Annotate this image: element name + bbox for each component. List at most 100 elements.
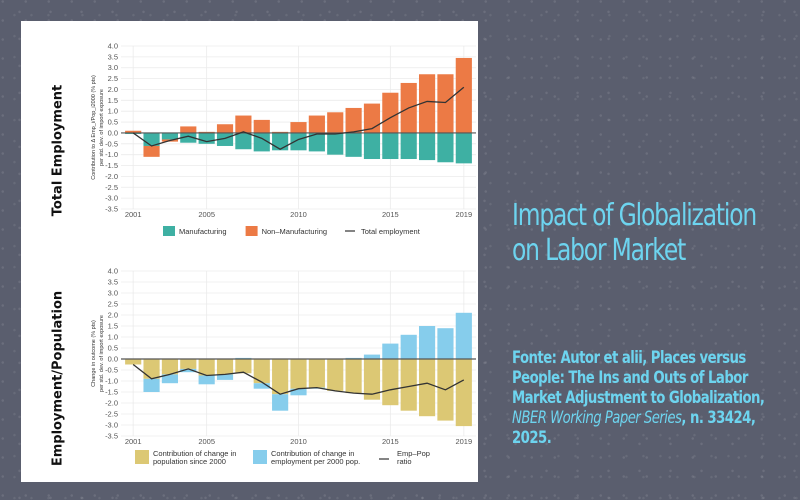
bar-contribution-of-change-in-employment-per-2000-pop- [272, 394, 289, 411]
source-suffix: , n. 33424, 2025. [512, 408, 756, 448]
bar-contribution-of-change-in-population-since-2000 [308, 359, 325, 388]
bar-contribution-of-change-in-employment-per-2000-pop- [216, 374, 234, 380]
chart-1: -3.5 -3.0 -2.5 -2.0 -1.5 -1.0 -0.5 0.0 0.5 1.0 1.5… [91, 267, 476, 466]
bar-manufacturing [418, 132, 436, 161]
bar-non-manufacturing [455, 57, 472, 133]
bar-non-manufacturing [253, 119, 270, 133]
y-axis-label: Contribution to Δ Emp_i/Pop_i2000 (% pts… [91, 75, 97, 180]
bar-contribution-of-change-in-employment-per-2000-pop- [290, 388, 307, 396]
legend-swatch [163, 226, 175, 236]
bar-non-manufacturing [308, 115, 325, 133]
y-tick-label: 3.0 [108, 63, 118, 72]
bar-contribution-of-change-in-population-since-2000 [180, 359, 197, 369]
bar-contribution-of-change-in-population-since-2000 [327, 359, 344, 391]
legend-swatch [253, 450, 267, 464]
x-tick-label: 2015 [382, 210, 399, 219]
bar-contribution-of-change-in-employment-per-2000-pop- [382, 343, 399, 359]
y-tick-label: -3.5 [105, 432, 118, 441]
bar-manufacturing [272, 132, 289, 151]
bar-manufacturing [437, 132, 454, 163]
legend-label: Total employment [361, 227, 421, 236]
bar-contribution-of-change-in-population-since-2000 [418, 359, 436, 417]
x-tick-label: 2019 [455, 437, 472, 446]
bar-non-manufacturing [180, 126, 197, 133]
bar-manufacturing [161, 132, 179, 140]
x-tick-label: 2010 [290, 210, 307, 219]
legend-label-line2: employment per 2000 pop. [271, 457, 360, 466]
y-tick-label: 2.5 [108, 300, 118, 309]
y-tick-label: 0.0 [108, 128, 118, 137]
bar-contribution-of-change-in-employment-per-2000-pop- [400, 334, 417, 359]
bar-contribution-of-change-in-population-since-2000 [161, 359, 179, 375]
bar-contribution-of-change-in-population-since-2000 [345, 359, 362, 394]
bar-non-manufacturing [345, 107, 362, 133]
bar-contribution-of-change-in-population-since-2000 [253, 359, 270, 384]
bar-manufacturing [180, 132, 197, 143]
bar-contribution-of-change-in-employment-per-2000-pop- [180, 368, 197, 373]
bar-contribution-of-change-in-population-since-2000 [143, 359, 160, 379]
legend-label: Manufacturing [179, 227, 227, 236]
line-emp-pop-ratio [132, 363, 465, 395]
chart-panel: Total Employment Employment/Population -… [21, 21, 478, 482]
y-axis-label-line2: per std. dev. of import exposure [99, 89, 105, 166]
bar-contribution-of-change-in-employment-per-2000-pop- [253, 383, 270, 389]
y-tick-label: 2.5 [108, 74, 118, 83]
bar-contribution-of-change-in-population-since-2000 [216, 359, 234, 375]
legend-swatch [245, 226, 258, 236]
y-tick-label: -1.0 [105, 150, 118, 159]
x-tick-label: 2019 [455, 210, 472, 219]
bar-manufacturing [345, 132, 362, 157]
y-tick-label: 4.0 [108, 267, 118, 276]
bar-manufacturing [198, 132, 215, 144]
y-tick-label: 0.5 [108, 344, 118, 353]
bar-contribution-of-change-in-population-since-2000 [125, 359, 142, 365]
y-tick-label: -0.5 [105, 139, 118, 148]
legend-label: Contribution of change in [153, 449, 236, 458]
bar-non-manufacturing [382, 92, 399, 133]
bar-contribution-of-change-in-population-since-2000 [400, 359, 417, 411]
line-total-employment [132, 86, 465, 150]
x-tick-label: 2001 [125, 210, 142, 219]
x-tick-label: 2005 [198, 210, 215, 219]
bar-non-manufacturing [290, 122, 307, 133]
bar-manufacturing [290, 132, 307, 151]
bar-contribution-of-change-in-population-since-2000 [290, 359, 307, 389]
y-tick-label: 3.5 [108, 52, 118, 61]
bar-manufacturing [235, 132, 252, 150]
bar-contribution-of-change-in-employment-per-2000-pop- [161, 374, 179, 384]
y-tick-label: 2.0 [108, 85, 118, 94]
y-tick-label: 0.5 [108, 118, 118, 127]
bar-manufacturing [216, 132, 234, 146]
y-tick-label: 0.0 [108, 355, 118, 364]
bar-contribution-of-change-in-population-since-2000 [455, 359, 472, 427]
source-prefix: Fonte: Autor et alii, Places versus Peop… [512, 348, 765, 408]
bar-contribution-of-change-in-population-since-2000 [235, 359, 252, 374]
chart-0: -3.5 -3.0 -2.5 -2.0 -1.5 -1.0 -0.5 0.00.5 1.0 1.5… [91, 42, 476, 236]
y-tick-label: 3.5 [108, 278, 118, 287]
bar-non-manufacturing [235, 115, 252, 133]
x-tick-label: 2005 [198, 437, 215, 446]
charts-svg: -3.5-3.0-2.5-2.0-1.5-1.0-0.50.00.51.01.5… [91, 42, 476, 466]
y-tick-label: -2.0 [105, 172, 118, 181]
bar-manufacturing [327, 132, 344, 155]
y-tick-label: 1.0 [108, 333, 118, 342]
bar-contribution-of-change-in-employment-per-2000-pop- [143, 378, 160, 392]
bar-manufacturing [400, 132, 417, 160]
bar-contribution-of-change-in-population-since-2000 [382, 359, 399, 406]
bar-non-manufacturing [125, 130, 142, 133]
y-tick-label: 1.5 [108, 96, 118, 105]
x-tick-label: 2015 [382, 437, 399, 446]
bar-manufacturing [455, 132, 472, 164]
y-tick-label: -0.5 [105, 366, 118, 375]
y-tick-label: -3.5 [105, 205, 118, 214]
y-tick-label: -1.0 [105, 377, 118, 386]
bar-manufacturing [382, 132, 399, 160]
bar-non-manufacturing [418, 74, 436, 133]
y-tick-label: 1.0 [108, 107, 118, 116]
y-tick-label: -1.5 [105, 161, 118, 170]
x-tick-label: 2001 [125, 437, 142, 446]
bar-non-manufacturing [437, 74, 454, 133]
y-axis-label: Change in outcome (% pts) [91, 320, 97, 387]
bar-contribution-of-change-in-employment-per-2000-pop- [418, 326, 436, 359]
source-citation: Fonte: Autor et alii, Places versus Peop… [512, 348, 797, 448]
